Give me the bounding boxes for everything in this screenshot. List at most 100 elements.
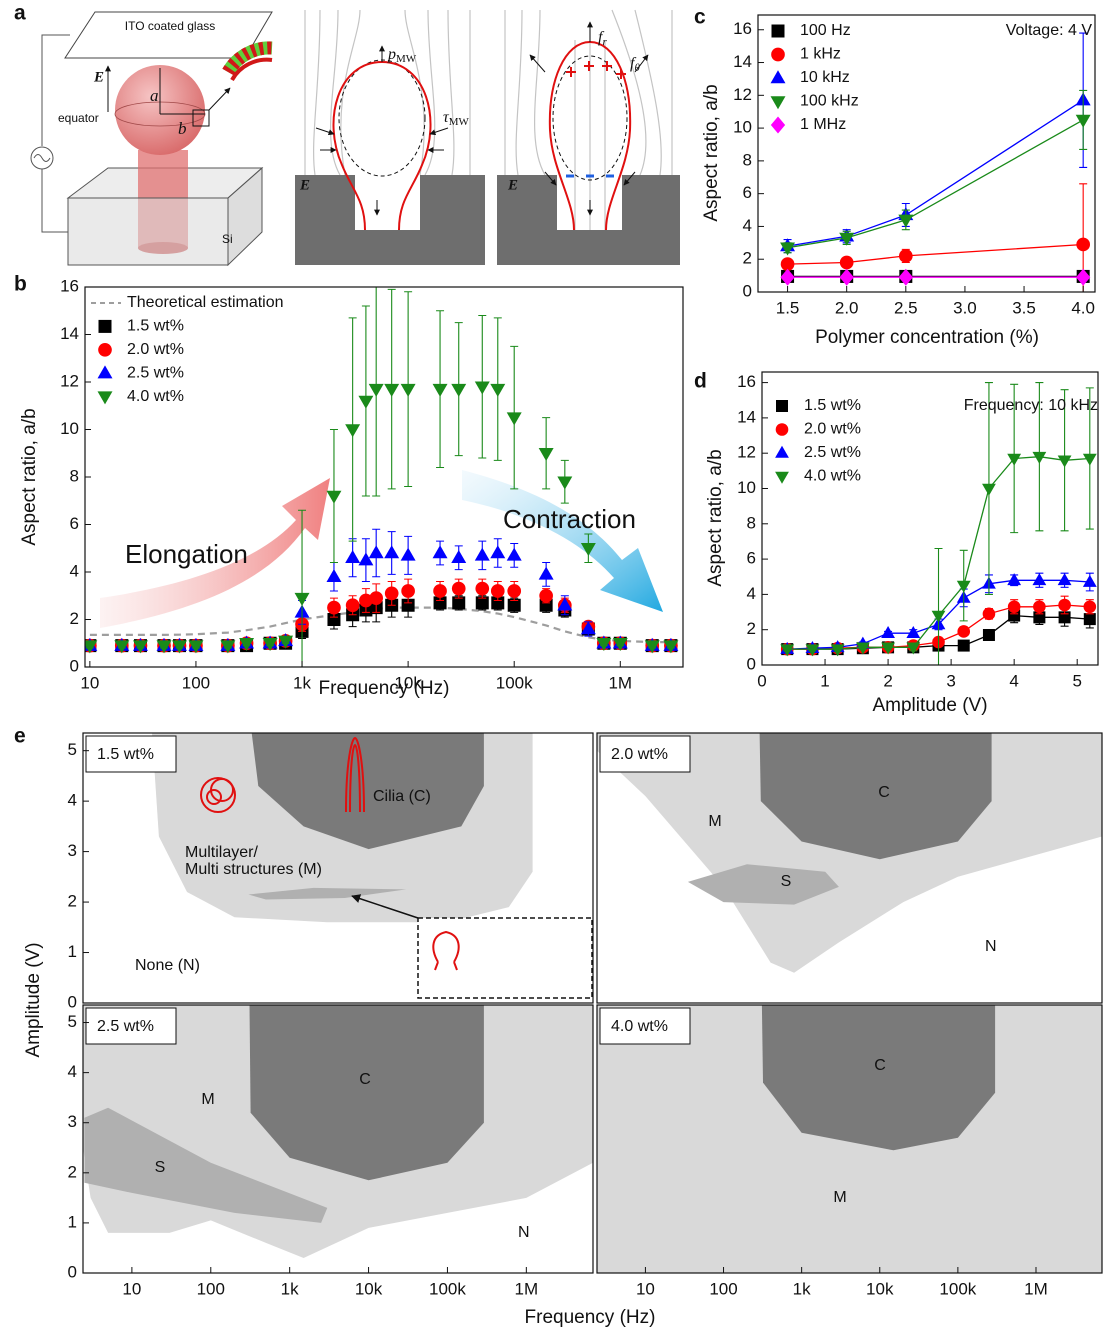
equator-label: equator xyxy=(58,111,99,125)
force-arrows xyxy=(529,21,649,216)
region-label: Cilia (C) xyxy=(373,788,431,805)
marker xyxy=(780,257,795,271)
marker xyxy=(451,383,467,397)
y-tick-label: 0 xyxy=(747,654,756,673)
x-tick-label: 1k xyxy=(281,1279,299,1298)
marker xyxy=(507,598,521,612)
positive-charges xyxy=(566,61,626,79)
marker xyxy=(401,598,415,612)
y-axis-label: Aspect ratio, a/b xyxy=(701,84,722,221)
legend-label: 10 kHz xyxy=(800,69,850,86)
marker xyxy=(358,552,374,566)
region xyxy=(249,1005,484,1181)
x-tick-label: 100 xyxy=(197,1279,225,1298)
marker xyxy=(780,268,795,286)
x-axis-label: Amplitude (V) xyxy=(872,695,987,716)
marker xyxy=(345,598,360,613)
cilia-icon xyxy=(345,736,365,813)
marker xyxy=(956,580,971,593)
x-axis-label: Frequency (Hz) xyxy=(319,678,450,699)
glass-label: ITO coated glass xyxy=(125,19,216,33)
plot-area xyxy=(780,382,1097,665)
y-tick-label: 14 xyxy=(733,52,752,71)
x-tick-label: 10k xyxy=(394,673,422,692)
initial-shape xyxy=(552,55,628,181)
panel-label: a xyxy=(14,2,26,25)
marker xyxy=(401,584,415,598)
y-tick-label: 2 xyxy=(70,609,79,628)
zoom-box xyxy=(192,109,210,127)
annotation: Voltage: 4 V xyxy=(1006,22,1093,39)
marker xyxy=(433,584,447,598)
x-tick-label: 4 xyxy=(1009,671,1018,690)
marker xyxy=(451,549,467,563)
y-tick-label: 4 xyxy=(68,1062,77,1081)
marker xyxy=(220,640,236,654)
series-line xyxy=(787,243,1084,265)
legend-marker xyxy=(98,319,112,333)
marker xyxy=(172,640,187,654)
y-tick-label: 6 xyxy=(747,549,756,568)
legend-marker xyxy=(771,24,785,38)
region-icons xyxy=(200,736,593,999)
marker xyxy=(557,597,573,611)
region xyxy=(759,733,992,860)
region-label: None (N) xyxy=(135,957,200,974)
panel-title: 2.5 wt% xyxy=(97,1018,154,1035)
marker xyxy=(1076,268,1091,286)
marker xyxy=(1075,114,1091,128)
series-line xyxy=(787,99,1084,247)
x-tick-label: 100k xyxy=(939,1279,976,1298)
marker xyxy=(507,584,522,598)
marker xyxy=(451,581,466,596)
y-tick-label: 1 xyxy=(68,1212,77,1231)
symbol: τ xyxy=(443,109,450,126)
x-tick-label: 100k xyxy=(429,1279,466,1298)
legend-label: 100 kHz xyxy=(800,93,859,110)
inset-layer xyxy=(222,41,273,76)
f-r-label: fr xyxy=(598,29,607,48)
subscript: MW xyxy=(396,53,417,65)
region-label: C xyxy=(878,784,890,801)
marker xyxy=(538,566,554,580)
marker xyxy=(506,547,522,561)
subscript: r xyxy=(602,36,607,48)
p-mw-label: pMW xyxy=(387,46,417,65)
marker xyxy=(982,628,995,641)
y-tick-label: 4 xyxy=(68,791,77,810)
x-axis-label: Frequency (Hz) xyxy=(525,1307,656,1328)
marker xyxy=(539,598,553,612)
plot-frame xyxy=(82,732,594,1004)
legend-marker xyxy=(97,365,113,379)
marker xyxy=(898,268,913,286)
marker xyxy=(368,383,384,397)
y-tick-label: 6 xyxy=(743,183,752,202)
region-label: M xyxy=(201,1091,214,1108)
marker xyxy=(452,596,466,610)
y-tick-label: 16 xyxy=(60,276,79,295)
multi-icon xyxy=(206,789,222,805)
legend-marker xyxy=(771,47,785,62)
panel-label: c xyxy=(694,6,706,29)
x-tick-label: 3.0 xyxy=(953,298,977,317)
field-label: E xyxy=(507,177,518,193)
marker xyxy=(855,642,870,655)
marker xyxy=(580,621,596,635)
marker xyxy=(596,638,612,652)
region-label: Multilayer/ xyxy=(185,844,258,861)
plot-frame xyxy=(596,1004,1103,1274)
marker xyxy=(326,568,342,582)
tau-mw-label: τMW xyxy=(443,109,470,128)
plot-area xyxy=(85,287,679,667)
marker xyxy=(433,596,447,610)
marker xyxy=(612,638,628,652)
marker xyxy=(539,588,553,603)
x-tick-label: 100 xyxy=(709,1279,737,1298)
x-tick-label: 1M xyxy=(515,1279,539,1298)
marker xyxy=(345,549,361,563)
region-label: M xyxy=(833,1189,846,1206)
x-tick-label: 100 xyxy=(182,673,210,692)
marker xyxy=(1032,573,1047,586)
annotation: Elongation xyxy=(125,539,248,569)
x-axis-label: Polymer concentration (%) xyxy=(815,327,1039,348)
